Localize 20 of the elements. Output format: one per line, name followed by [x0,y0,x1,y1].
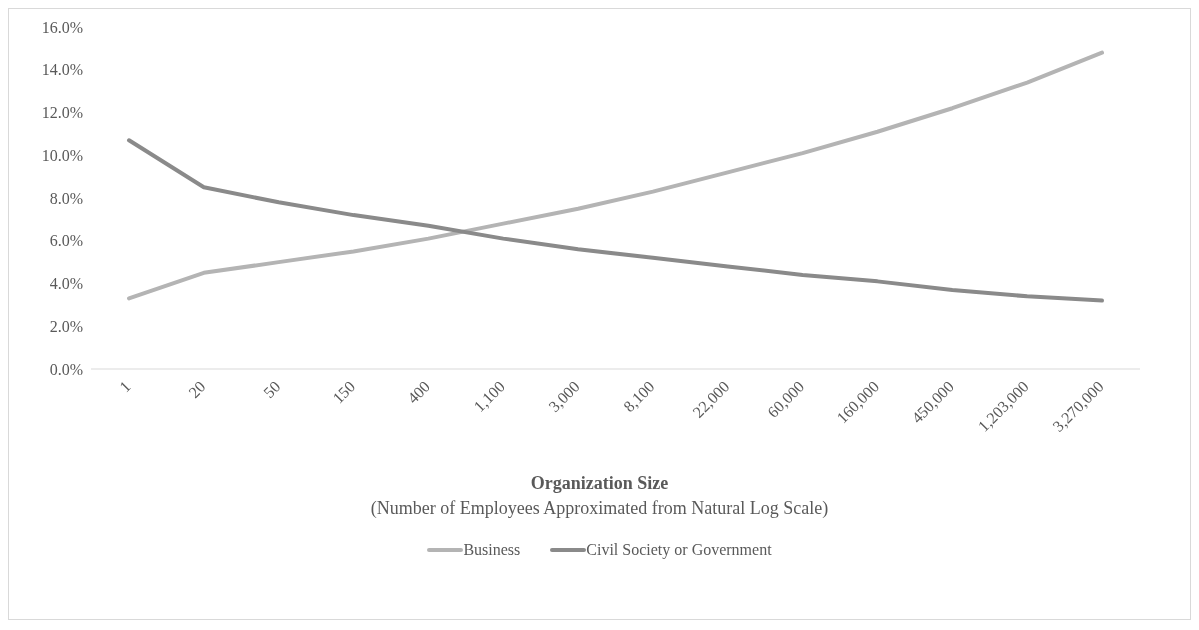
y-tick-label: 0.0% [49,360,83,378]
legend-label: Business [463,541,521,559]
y-tick-label: 4.0% [49,275,83,293]
x-tick-label: 1 [116,377,134,396]
y-tick-label: 6.0% [49,232,83,250]
x-tick-label: 400 [404,377,434,407]
line-series [127,138,1104,303]
legend-label: Civil Society or Government [586,541,772,559]
y-tick-label: 14.0% [41,61,83,79]
y-tick-label: 8.0% [49,189,83,207]
y-tick-label: 10.0% [41,146,83,164]
y-tick-label: 16.0% [41,18,83,36]
x-tick-label: 50 [260,377,284,402]
x-tick-label: 20 [185,377,209,402]
y-tick-label: 2.0% [49,317,83,335]
x-tick-label: 150 [329,377,359,407]
y-tick-label: 12.0% [41,104,83,122]
x-axis-title: Organization Size [529,473,670,494]
text: (Number of Employees Approximated from Natural Log Scale) [369,498,830,519]
line-series [127,50,1104,301]
